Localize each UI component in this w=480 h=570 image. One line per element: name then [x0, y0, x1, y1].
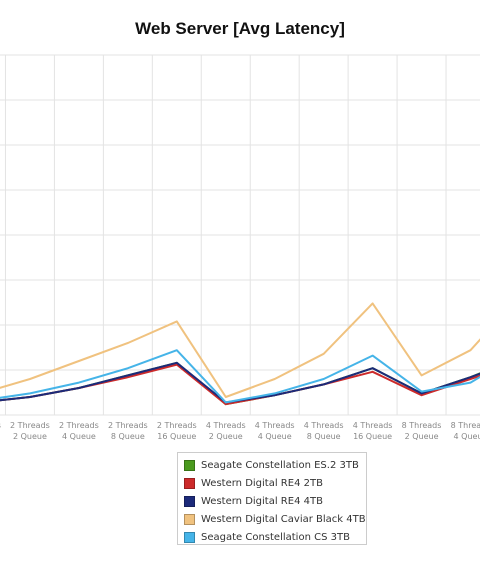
x-tick-label: 8 Threads	[451, 421, 480, 430]
series-lines	[0, 302, 480, 406]
legend-swatch	[184, 513, 195, 525]
series-line-3	[0, 361, 480, 404]
x-tick-label: 2 Threads	[108, 421, 148, 430]
x-tick-label: 4 Threads	[206, 421, 246, 430]
legend-item[interactable]: Western Digital Caviar Black 4TB	[178, 510, 366, 528]
chart-title: Web Server [Avg Latency]	[135, 19, 345, 38]
legend-swatch	[184, 495, 195, 507]
legend-swatch	[184, 477, 195, 489]
grid-lines	[0, 54, 480, 416]
x-tick-label: 2 Threads	[59, 421, 99, 430]
legend-item[interactable]: Seagate Constellation ES.2 3TB	[178, 456, 366, 474]
legend: Seagate Constellation ES.2 3TB Western Di…	[177, 452, 367, 545]
legend-item[interactable]: Western Digital RE4 2TB	[178, 474, 366, 492]
series-line-5	[0, 349, 480, 404]
x-tick-label: 4 Threads	[255, 421, 295, 430]
series-line-4	[0, 302, 480, 398]
legend-item[interactable]: Western Digital RE4 4TB	[178, 492, 366, 510]
x-tick-label: 16 Queue	[157, 432, 196, 441]
legend-label: Western Digital RE4 4TB	[201, 495, 323, 507]
x-tick-label: 2 Queue	[209, 432, 243, 441]
legend-swatch	[184, 531, 195, 543]
legend-label: Western Digital RE4 2TB	[201, 477, 323, 489]
legend-item[interactable]: Seagate Constellation CS 3TB	[178, 528, 366, 546]
x-tick-label: 4 Queue	[454, 432, 480, 441]
legend-label: Seagate Constellation CS 3TB	[201, 531, 350, 543]
legend-label: Seagate Constellation ES.2 3TB	[201, 459, 359, 471]
x-tick-label: 4 Threads	[304, 421, 344, 430]
x-tick-label: 2 Queue	[405, 432, 439, 441]
x-tick-label: 8 Queue	[307, 432, 341, 441]
legend-label: Western Digital Caviar Black 4TB	[201, 513, 366, 525]
x-tick-label: 1 Threads	[0, 421, 1, 430]
x-tick-label: 4 Queue	[62, 432, 96, 441]
x-tick-label: 4 Queue	[258, 432, 292, 441]
x-tick-label: 8 Threads	[402, 421, 442, 430]
x-tick-label: 2 Threads	[10, 421, 50, 430]
x-tick-label: 4 Threads	[353, 421, 393, 430]
x-tick-label: 8 Queue	[111, 432, 145, 441]
x-tick-label: 2 Threads	[157, 421, 197, 430]
x-tick-label: 16 Queue	[353, 432, 392, 441]
legend-swatch	[184, 459, 195, 471]
x-tick-label: 2 Queue	[13, 432, 47, 441]
